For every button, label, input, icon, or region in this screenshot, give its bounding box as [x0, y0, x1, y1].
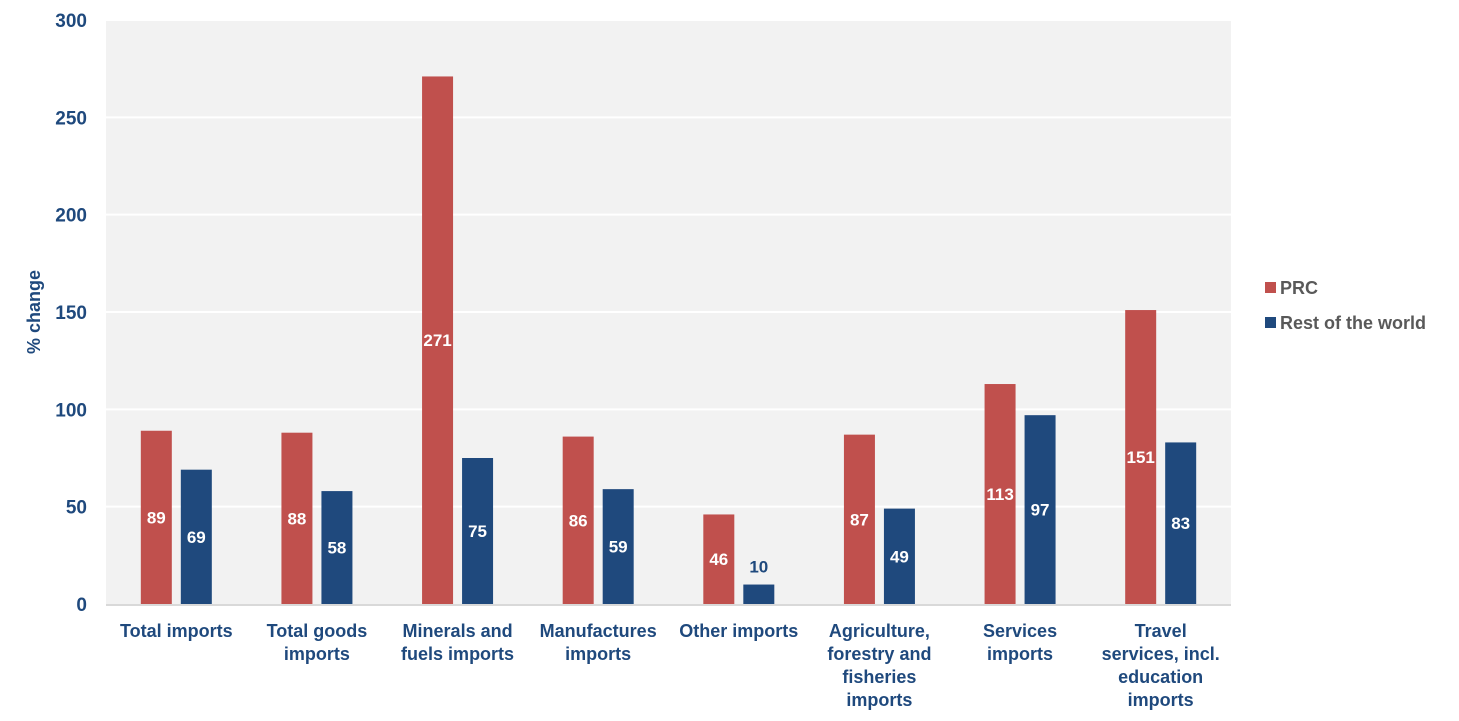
- y-tick-label: 150: [55, 303, 87, 324]
- y-axis-ticks: 0 50 100 150 200 250 300: [55, 11, 87, 616]
- x-category-label: fisheries: [842, 667, 916, 687]
- data-label: 88: [287, 509, 306, 528]
- x-category-label: Total imports: [120, 621, 233, 641]
- bar-rest-of-world: [883, 508, 915, 604]
- bar-rest-of-world: [1165, 442, 1197, 604]
- legend-label-rest-of-world: Rest of the world: [1280, 313, 1426, 333]
- bar-prc: [562, 436, 594, 604]
- bars: 89 69 88 58 271 75 86 59 46 10 87 49 113 97 151 83: [140, 76, 1197, 605]
- data-label: 59: [609, 538, 628, 557]
- data-label: 86: [569, 511, 588, 530]
- y-tick-label: 300: [55, 11, 87, 32]
- data-label: 87: [850, 510, 869, 529]
- data-label: 75: [468, 522, 487, 541]
- x-category-label: Total goods: [267, 621, 368, 641]
- legend-swatch-rest-of-world: [1265, 317, 1276, 328]
- data-label: 113: [986, 485, 1013, 504]
- y-tick-label: 0: [76, 595, 87, 616]
- data-label: 58: [327, 539, 346, 558]
- data-label: 10: [749, 558, 768, 577]
- bar-rest-of-world: [180, 469, 212, 604]
- bar-rest-of-world: [602, 489, 634, 604]
- x-category-label: imports: [846, 690, 912, 710]
- bar-prc: [843, 434, 875, 604]
- x-axis-categories: Total imports Total goods imports Minerals …: [120, 621, 1220, 710]
- bar-rest-of-world: [321, 491, 353, 604]
- x-category-label: services, incl.: [1102, 644, 1220, 664]
- data-label: 46: [709, 550, 728, 569]
- legend-swatch-prc: [1265, 282, 1276, 293]
- bar-prc: [281, 432, 313, 604]
- data-label: 83: [1171, 514, 1190, 533]
- data-label: 97: [1031, 501, 1050, 520]
- data-label: 151: [1127, 448, 1155, 467]
- legend-label-prc: PRC: [1280, 278, 1318, 298]
- x-category-label: imports: [987, 644, 1053, 664]
- x-category-label: Manufactures: [540, 621, 657, 641]
- bar-prc: [984, 384, 1016, 604]
- legend: PRC Rest of the world: [1265, 278, 1426, 333]
- bar-rest-of-world: [743, 584, 775, 604]
- x-category-label: imports: [284, 644, 350, 664]
- y-axis-label: % change: [24, 270, 44, 354]
- bar-prc: [140, 430, 172, 604]
- bar-rest-of-world: [1024, 415, 1056, 604]
- x-category-label: imports: [1128, 690, 1194, 710]
- y-tick-label: 100: [55, 400, 87, 421]
- x-category-label: Minerals and: [403, 621, 513, 641]
- x-category-label: fuels imports: [401, 644, 514, 664]
- bar-prc: [703, 514, 735, 604]
- x-category-label: education: [1118, 667, 1203, 687]
- x-category-label: Other imports: [679, 621, 798, 641]
- y-tick-label: 50: [66, 498, 87, 519]
- x-category-label: Travel: [1135, 621, 1187, 641]
- data-label: 69: [187, 528, 206, 547]
- data-label: 89: [147, 508, 166, 527]
- data-label: 49: [890, 547, 909, 566]
- bar-rest-of-world: [462, 458, 494, 604]
- bar-prc: [422, 76, 454, 605]
- x-category-label: forestry and: [827, 644, 931, 664]
- x-category-label: Agriculture,: [829, 621, 930, 641]
- y-tick-label: 250: [55, 108, 87, 129]
- y-tick-label: 200: [55, 206, 87, 227]
- x-category-label: Services: [983, 621, 1057, 641]
- x-category-label: imports: [565, 644, 631, 664]
- bar-prc: [1125, 310, 1157, 604]
- data-label: 271: [423, 331, 451, 350]
